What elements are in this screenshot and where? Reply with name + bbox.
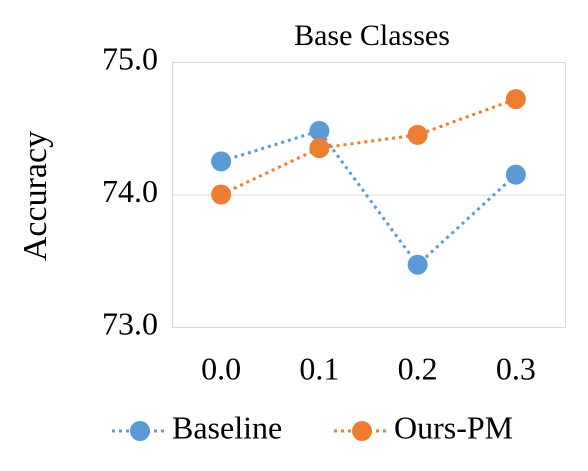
x-tick-label: 0.1 bbox=[299, 350, 339, 386]
legend-marker bbox=[352, 421, 372, 441]
y-tick-label: 74.0 bbox=[102, 173, 158, 209]
y-axis-label: Accuracy bbox=[17, 131, 54, 261]
series-line bbox=[220, 97, 517, 196]
y-tick-label: 75.0 bbox=[102, 40, 158, 76]
data-point bbox=[505, 89, 526, 110]
series-line bbox=[220, 129, 517, 267]
x-tick-label: 0.3 bbox=[496, 350, 536, 386]
data-point bbox=[309, 138, 330, 159]
legend-marker bbox=[130, 421, 150, 441]
x-tick-label: 0.2 bbox=[398, 350, 438, 386]
data-point bbox=[211, 151, 232, 172]
y-tick-label: 73.0 bbox=[102, 305, 158, 341]
data-point bbox=[309, 120, 330, 141]
data-point bbox=[407, 124, 428, 145]
chart-title: Base Classes bbox=[294, 19, 450, 52]
legend-label: Baseline bbox=[172, 409, 282, 445]
data-point bbox=[505, 164, 526, 185]
data-point bbox=[407, 254, 428, 275]
data-point bbox=[211, 184, 232, 205]
x-tick-label: 0.0 bbox=[201, 350, 241, 386]
legend-label: Ours-PM bbox=[394, 409, 513, 445]
